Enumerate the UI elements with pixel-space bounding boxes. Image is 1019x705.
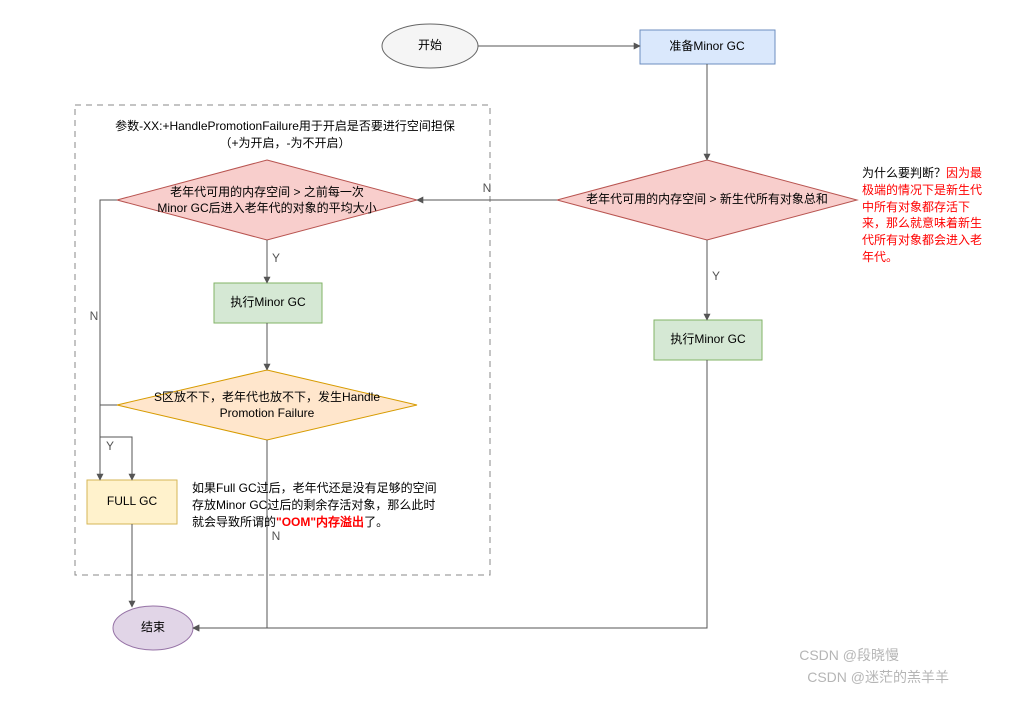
flowchart-canvas: 开始 准备Minor GC 老年代可用的内存空间 > 新生代所有对象总和 老年代… bbox=[0, 0, 1019, 705]
annot-top-line1: 参数-XX:+HandlePromotionFailure用于开启是否要进行空间… bbox=[95, 118, 475, 135]
decision-left-label1: 老年代可用的内存空间 > 之前每一次 bbox=[170, 184, 364, 199]
edge-decr-n-label: N bbox=[483, 181, 492, 195]
start-label: 开始 bbox=[418, 38, 442, 52]
edge-decl-n bbox=[100, 200, 117, 480]
annot-full-l2: 存放Minor GC过后的剩余存活对象，那么此时 bbox=[192, 497, 452, 514]
annot-top-line2: （+为开启，-为不开启） bbox=[95, 135, 475, 152]
minor-left-label: 执行Minor GC bbox=[230, 295, 306, 309]
annot-top: 参数-XX:+HandlePromotionFailure用于开启是否要进行空间… bbox=[95, 118, 475, 152]
edge-decl-n-label: N bbox=[90, 309, 99, 323]
minor-right-label: 执行Minor GC bbox=[670, 332, 746, 346]
annot-full-l3-pre: 就会导致所谓的 bbox=[192, 515, 276, 529]
decision-orange-label2: Promotion Failure bbox=[220, 406, 315, 420]
decision-orange bbox=[117, 370, 417, 440]
annot-right: 为什么要判断？因为最极端的情况下是新生代中所有对象都存活下来，那么就意味着新生代… bbox=[862, 165, 990, 266]
edge-decr-y-label: Y bbox=[712, 269, 720, 283]
decision-left-label2: Minor GC后进入老年代的对象的平均大小 bbox=[157, 200, 376, 215]
end-label: 结束 bbox=[141, 620, 165, 634]
decision-orange-label1: S区放不下，老年代也放不下，发生Handle bbox=[154, 389, 380, 404]
decision-left bbox=[117, 160, 417, 240]
annot-right-pre: 为什么要判断？ bbox=[862, 166, 946, 180]
prepare-label: 准备Minor GC bbox=[669, 39, 745, 53]
edge-deco-n-label: N bbox=[272, 529, 281, 543]
edge-deco-y-label: Y bbox=[106, 439, 114, 453]
decision-right-label: 老年代可用的内存空间 > 新生代所有对象总和 bbox=[586, 191, 828, 206]
edge-deco-y bbox=[100, 405, 132, 480]
edge-deco-n bbox=[193, 440, 267, 628]
annot-full-l1: 如果Full GC过后，老年代还是没有足够的空间 bbox=[192, 480, 452, 497]
edge-decl-y-label: Y bbox=[272, 251, 280, 265]
annot-full-l3-red: "OOM"内存溢出 bbox=[276, 515, 364, 529]
annot-full: 如果Full GC过后，老年代还是没有足够的空间 存放Minor GC过后的剩余… bbox=[192, 480, 452, 530]
annot-full-l3-post: 了。 bbox=[364, 515, 388, 529]
fullgc-label: FULL GC bbox=[107, 494, 158, 508]
annot-right-red: 因为最极端的情况下是新生代中所有对象都存活下来，那么就意味着新生代所有对象都会进… bbox=[862, 166, 982, 264]
